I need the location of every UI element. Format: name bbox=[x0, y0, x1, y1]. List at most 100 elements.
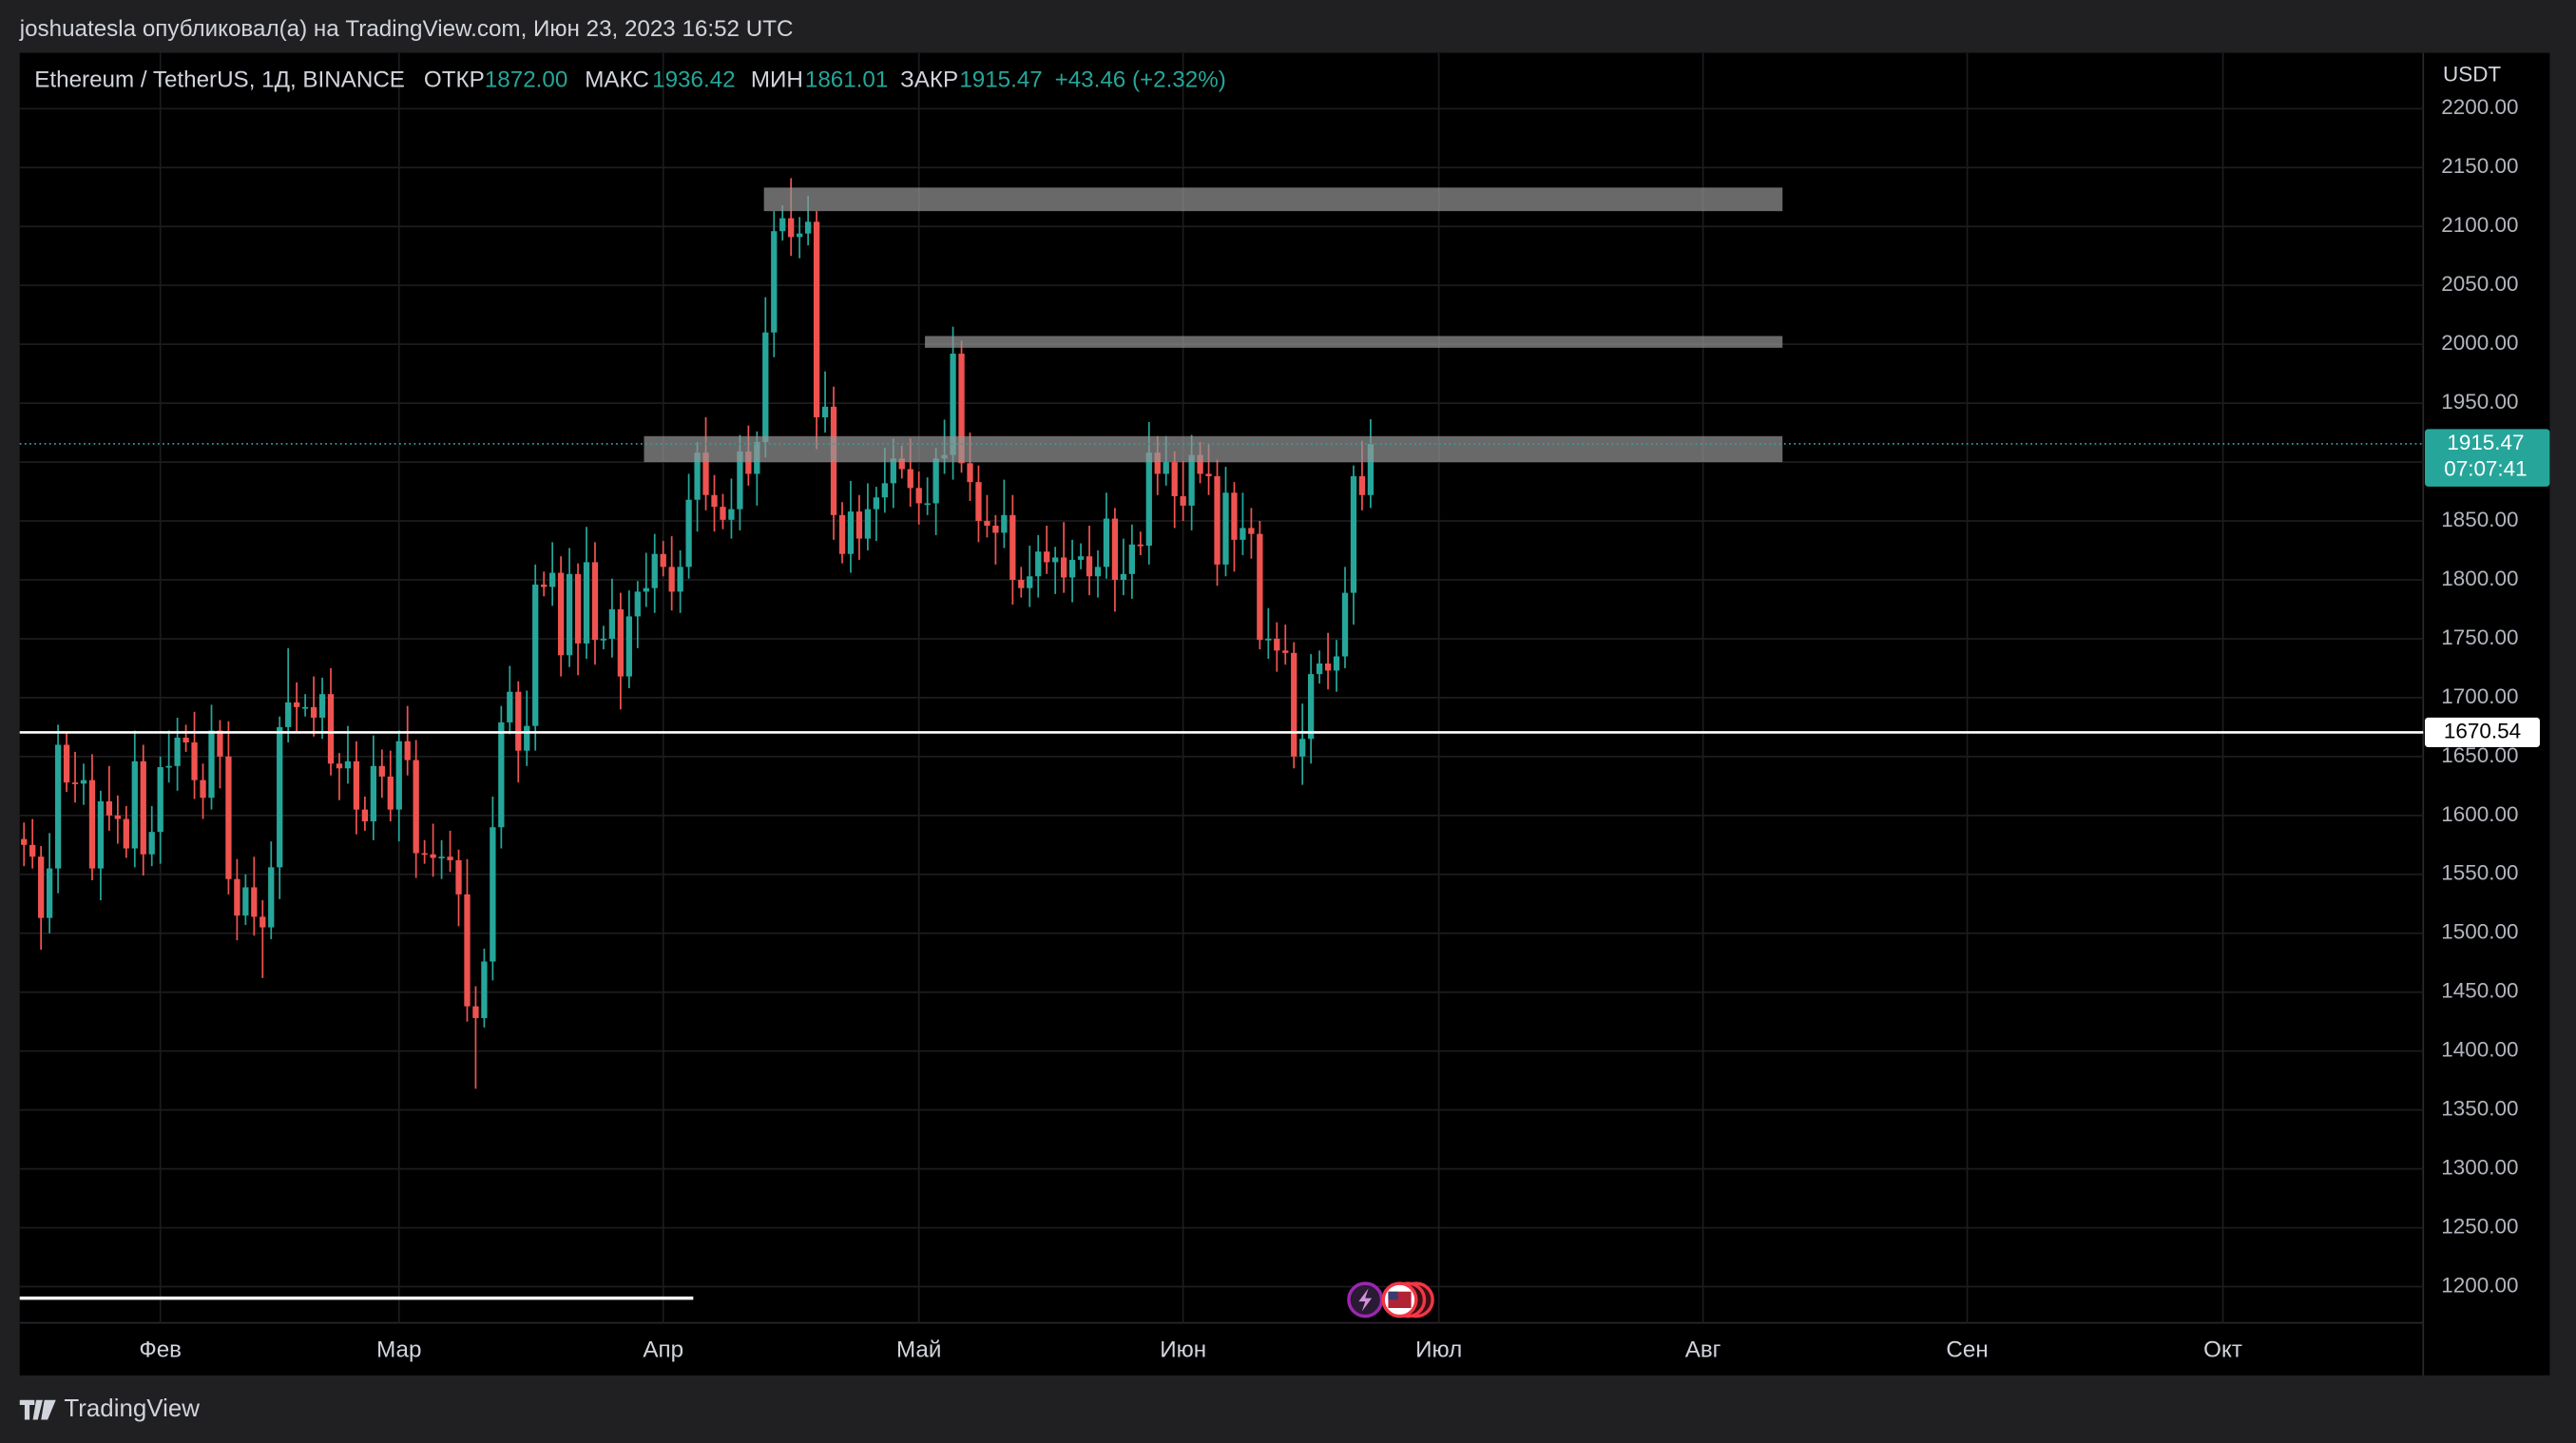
candle-body bbox=[838, 514, 846, 554]
candle-body bbox=[728, 509, 735, 520]
open-value: 1872.00 bbox=[485, 67, 567, 92]
x-tick-label: Авг bbox=[1685, 1337, 1721, 1362]
candle-body bbox=[1009, 514, 1016, 580]
candle-body bbox=[797, 233, 803, 238]
hline-label-box bbox=[2424, 717, 2540, 747]
brand-name: TradingView bbox=[64, 1395, 200, 1422]
candle-body bbox=[268, 867, 275, 928]
candle-body bbox=[1137, 544, 1144, 547]
candle-body bbox=[242, 887, 249, 916]
candle-body bbox=[97, 800, 105, 869]
candle-body bbox=[63, 744, 70, 783]
candle-body bbox=[932, 458, 939, 504]
candle-body bbox=[490, 827, 496, 962]
candle-body bbox=[685, 499, 692, 568]
candle-body bbox=[847, 511, 855, 554]
candle-body bbox=[157, 767, 163, 833]
candle-body bbox=[788, 218, 795, 238]
candle-body bbox=[1052, 557, 1059, 563]
candle-body bbox=[1324, 663, 1332, 671]
candle-body bbox=[634, 591, 641, 617]
x-tick-label: Апр bbox=[643, 1337, 683, 1362]
candle-body bbox=[387, 776, 394, 810]
candle-body bbox=[1171, 462, 1178, 497]
candle-body bbox=[617, 608, 625, 677]
candle-body bbox=[88, 779, 96, 869]
marks bbox=[19, 178, 2424, 1089]
candle-body bbox=[660, 553, 666, 568]
last-price-label: 1915.47 bbox=[2447, 431, 2524, 454]
candle-body bbox=[148, 832, 155, 855]
candle-body bbox=[1128, 544, 1135, 574]
candle-body bbox=[898, 458, 905, 470]
open-label: ОТКР bbox=[424, 67, 485, 92]
y-tick-label: 1800.00 bbox=[2441, 567, 2518, 590]
y-tick-label: 2150.00 bbox=[2441, 154, 2518, 178]
candle-body bbox=[277, 726, 283, 868]
candle-body bbox=[1044, 551, 1050, 563]
candle-body bbox=[301, 706, 309, 709]
candle-body bbox=[1316, 663, 1323, 675]
candle-body bbox=[1248, 528, 1255, 534]
candle-body bbox=[447, 856, 453, 860]
candle-body bbox=[1086, 556, 1093, 577]
candle-body bbox=[1341, 592, 1349, 657]
candle-body bbox=[1291, 652, 1298, 757]
candle-body bbox=[532, 584, 539, 726]
candle-body bbox=[1001, 514, 1008, 533]
y-tick-label: 2050.00 bbox=[2441, 272, 2518, 296]
countdown: 07:07:41 bbox=[2444, 456, 2527, 480]
candle-body bbox=[336, 763, 343, 769]
candle-body bbox=[29, 844, 36, 857]
candle-body bbox=[1367, 443, 1375, 495]
candle-body bbox=[668, 567, 675, 592]
candle-body bbox=[1018, 579, 1025, 588]
y-tick-label: 2000.00 bbox=[2441, 331, 2518, 355]
candle-body bbox=[591, 562, 599, 641]
y-tick-label: 1250.00 bbox=[2441, 1214, 2518, 1238]
candle-body bbox=[46, 868, 53, 918]
candle-body bbox=[183, 738, 189, 743]
candle-body bbox=[165, 765, 172, 768]
candle-body bbox=[318, 694, 326, 718]
candle-body bbox=[804, 221, 812, 234]
candle-body bbox=[557, 572, 565, 656]
low-label: МИН bbox=[751, 67, 803, 92]
candle-body bbox=[1240, 528, 1246, 540]
candle-body bbox=[566, 573, 573, 656]
candle-body bbox=[583, 562, 590, 644]
candle-body bbox=[472, 1006, 479, 1018]
candle-body bbox=[251, 887, 258, 917]
x-tick-label: Сен bbox=[1946, 1337, 1988, 1362]
candle-body bbox=[864, 509, 872, 539]
candle-body bbox=[1077, 556, 1085, 560]
candle-body bbox=[694, 452, 701, 500]
x-tick-label: Июн bbox=[1160, 1337, 1206, 1362]
candle-body bbox=[1188, 454, 1195, 506]
high-label: МАКС bbox=[585, 67, 649, 92]
last-price-box bbox=[2424, 429, 2550, 487]
change: +43.46 (+2.32%) bbox=[1055, 67, 1226, 92]
candle-body bbox=[975, 482, 982, 522]
candle-body bbox=[421, 853, 428, 856]
candle-body bbox=[80, 779, 87, 784]
candle-body bbox=[123, 818, 129, 849]
candle-body bbox=[1154, 452, 1161, 474]
candle-body bbox=[967, 463, 973, 483]
candle-body bbox=[821, 406, 829, 417]
price-zone bbox=[763, 187, 1783, 212]
candle-body bbox=[114, 815, 121, 819]
candle-body bbox=[1274, 638, 1280, 651]
event-icons bbox=[1347, 1281, 1434, 1318]
candle-body bbox=[873, 497, 880, 510]
candle-body bbox=[234, 878, 240, 916]
candle-body bbox=[285, 702, 292, 727]
icon bbox=[1388, 1291, 1398, 1300]
candle-body bbox=[541, 584, 548, 587]
candle-body bbox=[217, 730, 223, 757]
candle-body bbox=[481, 961, 488, 1018]
candle-body bbox=[762, 332, 769, 443]
x-tick-label: Фев bbox=[139, 1337, 182, 1362]
candle-body bbox=[106, 800, 113, 816]
overlays: 1200.00 1250.00 1300.00 1350.00 1400.00 1450.… bbox=[139, 95, 2550, 1362]
